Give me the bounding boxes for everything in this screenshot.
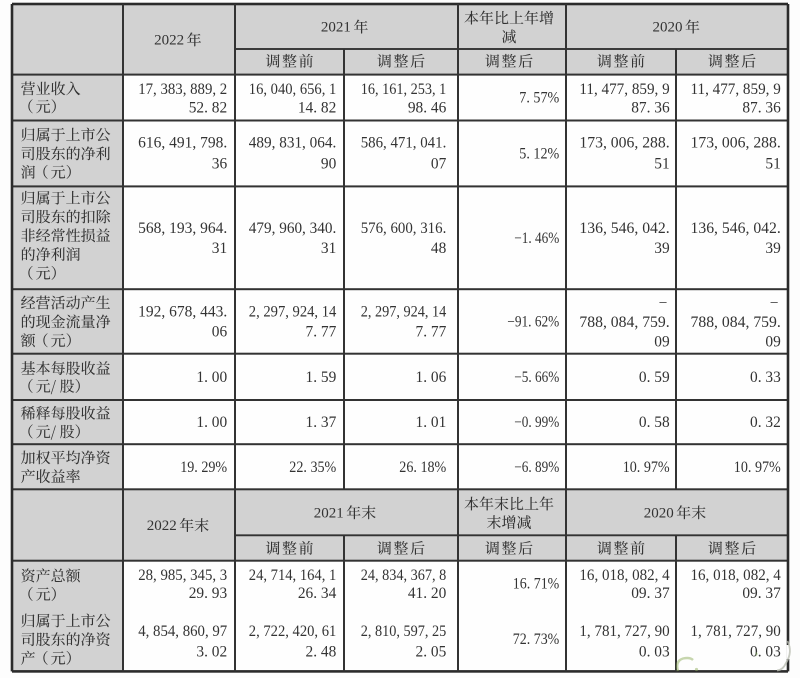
svg-text:568, 193, 964.: 568, 193, 964. xyxy=(138,220,227,237)
svg-text:0. 32: 0. 32 xyxy=(750,414,781,431)
svg-text:136, 546, 042.: 136, 546, 042. xyxy=(691,220,781,237)
svg-text:2020: 2020 xyxy=(653,20,683,36)
svg-text:136, 546, 042.: 136, 546, 042. xyxy=(579,220,669,237)
svg-text:173, 006, 288.: 173, 006, 288. xyxy=(691,134,781,151)
svg-text:19. 29%: 19. 29% xyxy=(180,459,227,476)
svg-text:2020: 2020 xyxy=(644,505,674,521)
svg-text:72. 73%: 72. 73% xyxy=(513,631,560,648)
svg-text:1. 06: 1. 06 xyxy=(416,369,447,386)
svg-text:2, 297, 924, 14: 2, 297, 924, 14 xyxy=(249,304,337,321)
svg-text:31: 31 xyxy=(212,240,227,257)
svg-text:39: 39 xyxy=(654,240,670,257)
svg-text:26. 18%: 26. 18% xyxy=(399,459,446,476)
svg-text:1, 781, 727, 90: 1, 781, 727, 90 xyxy=(579,623,670,640)
svg-text:1, 781, 727, 90: 1, 781, 727, 90 xyxy=(691,623,782,640)
svg-text:−0. 99%: −0. 99% xyxy=(514,414,559,431)
svg-text:0. 58: 0. 58 xyxy=(639,414,670,431)
svg-text:173, 006, 288.: 173, 006, 288. xyxy=(579,134,669,151)
svg-text:1. 59: 1. 59 xyxy=(306,369,337,386)
svg-text:5. 12%: 5. 12% xyxy=(519,146,559,163)
svg-text:1. 37: 1. 37 xyxy=(306,414,337,431)
svg-text:09: 09 xyxy=(654,334,670,351)
svg-text:48: 48 xyxy=(431,240,447,257)
svg-text:7. 77: 7. 77 xyxy=(416,324,447,341)
svg-text:−1. 46%: −1. 46% xyxy=(514,230,559,247)
svg-text:10. 97%: 10. 97% xyxy=(623,459,670,476)
svg-text:98. 46: 98. 46 xyxy=(408,100,447,117)
svg-text:51: 51 xyxy=(654,155,669,172)
svg-text:0. 03: 0. 03 xyxy=(639,644,670,661)
svg-text:−91. 62%: −91. 62% xyxy=(507,314,559,331)
svg-text:−: − xyxy=(659,295,668,312)
svg-text:29. 93: 29. 93 xyxy=(189,585,228,602)
svg-text:2022: 2022 xyxy=(154,32,184,48)
svg-text:06: 06 xyxy=(212,324,228,341)
svg-text:09. 37: 09. 37 xyxy=(742,585,781,602)
svg-text:586, 471, 041.: 586, 471, 041. xyxy=(361,134,447,151)
svg-text:2. 05: 2. 05 xyxy=(416,644,447,661)
svg-text:09: 09 xyxy=(765,334,781,351)
svg-text:788, 084, 759.: 788, 084, 759. xyxy=(691,314,781,331)
svg-text:51: 51 xyxy=(765,155,780,172)
svg-text:07: 07 xyxy=(431,155,447,172)
svg-text:−5. 66%: −5. 66% xyxy=(514,369,559,386)
svg-text:−6. 89%: −6. 89% xyxy=(514,459,559,476)
svg-text:616, 491, 798.: 616, 491, 798. xyxy=(138,134,227,151)
svg-text:192, 678, 443.: 192, 678, 443. xyxy=(138,304,227,321)
svg-text:489, 831, 064.: 489, 831, 064. xyxy=(249,134,337,151)
svg-text:09. 37: 09. 37 xyxy=(631,585,670,602)
svg-text:24, 834, 367, 8: 24, 834, 367, 8 xyxy=(361,567,447,584)
svg-text:52. 82: 52. 82 xyxy=(189,100,227,117)
svg-text:10. 97%: 10. 97% xyxy=(734,459,781,476)
svg-text:24, 714, 164, 1: 24, 714, 164, 1 xyxy=(249,567,337,584)
svg-text:16, 018, 082, 4: 16, 018, 082, 4 xyxy=(691,567,782,584)
svg-text:16, 040, 656, 1: 16, 040, 656, 1 xyxy=(249,81,337,98)
svg-text:7. 77: 7. 77 xyxy=(306,324,337,341)
svg-text:11, 477, 859, 9: 11, 477, 859, 9 xyxy=(691,81,782,98)
svg-text:0. 33: 0. 33 xyxy=(750,369,781,386)
svg-text:41. 20: 41. 20 xyxy=(408,585,447,602)
svg-text:2022: 2022 xyxy=(147,518,177,534)
svg-text:3. 02: 3. 02 xyxy=(196,644,227,661)
svg-text:36: 36 xyxy=(212,155,228,172)
svg-text:2021: 2021 xyxy=(321,20,351,36)
svg-text:2, 297, 924, 14: 2, 297, 924, 14 xyxy=(361,304,447,321)
svg-text:576, 600, 316.: 576, 600, 316. xyxy=(361,220,447,237)
svg-text:22. 35%: 22. 35% xyxy=(289,459,336,476)
svg-text:7. 57%: 7. 57% xyxy=(519,90,559,107)
svg-text:16, 018, 082, 4: 16, 018, 082, 4 xyxy=(579,567,670,584)
svg-text:2, 722, 420, 61: 2, 722, 420, 61 xyxy=(249,623,337,640)
svg-text:26. 34: 26. 34 xyxy=(298,585,337,602)
svg-text:90: 90 xyxy=(321,155,337,172)
svg-text:16, 161, 253, 1: 16, 161, 253, 1 xyxy=(361,81,447,98)
svg-text:11, 477, 859, 9: 11, 477, 859, 9 xyxy=(579,81,670,98)
svg-text:4, 854, 860, 97: 4, 854, 860, 97 xyxy=(138,623,227,640)
svg-text:31: 31 xyxy=(321,240,336,257)
svg-text:0. 59: 0. 59 xyxy=(639,369,670,386)
svg-text:1. 00: 1. 00 xyxy=(196,369,227,386)
svg-text:39: 39 xyxy=(765,240,781,257)
svg-text:2, 810, 597, 25: 2, 810, 597, 25 xyxy=(361,623,447,640)
svg-text:1. 01: 1. 01 xyxy=(416,414,447,431)
svg-text:788, 084, 759.: 788, 084, 759. xyxy=(579,314,669,331)
svg-text:28, 985, 345, 3: 28, 985, 345, 3 xyxy=(138,567,227,584)
svg-text:1. 00: 1. 00 xyxy=(196,414,227,431)
svg-text:479, 960, 340.: 479, 960, 340. xyxy=(249,220,337,237)
svg-text:87. 36: 87. 36 xyxy=(631,100,670,117)
svg-text:0. 03: 0. 03 xyxy=(750,644,781,661)
svg-text:2021: 2021 xyxy=(314,505,344,521)
svg-text:14. 82: 14. 82 xyxy=(298,100,336,117)
svg-text:16. 71%: 16. 71% xyxy=(513,576,560,593)
svg-text:2. 48: 2. 48 xyxy=(306,644,337,661)
svg-text:87. 36: 87. 36 xyxy=(742,100,781,117)
svg-text:17, 383, 889, 2: 17, 383, 889, 2 xyxy=(138,81,227,98)
svg-text:−: − xyxy=(770,295,779,312)
